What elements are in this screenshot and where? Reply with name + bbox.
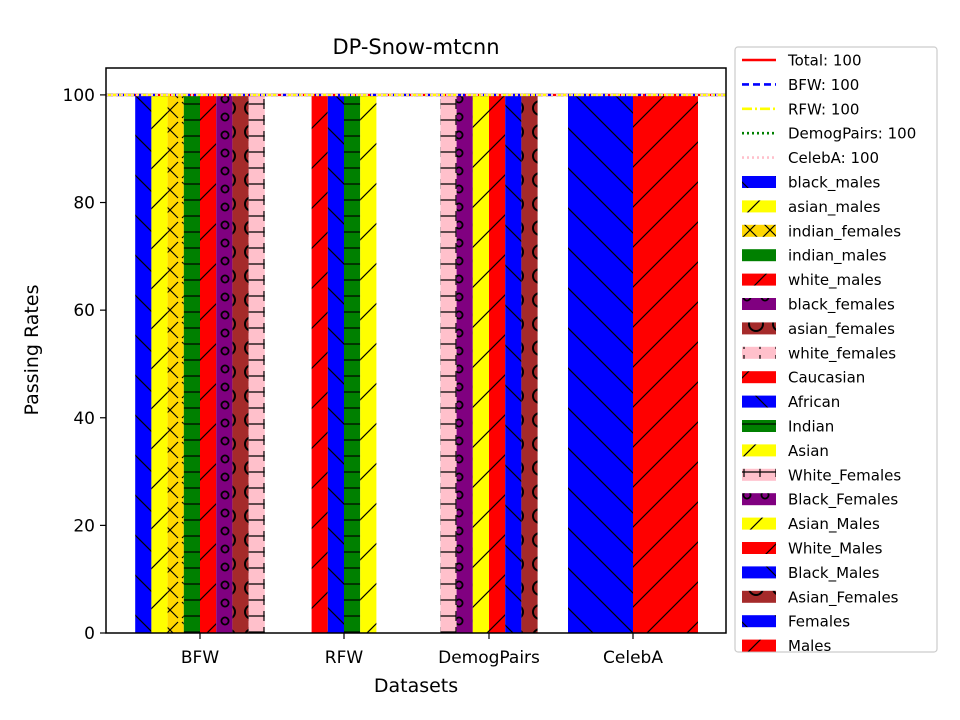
y-axis-label: Passing Rates: [21, 285, 43, 416]
bar-BFW-black_males: [135, 94, 152, 633]
bar-CelebA-Females: [568, 94, 633, 633]
y-tick-label: 80: [73, 194, 95, 214]
legend-label: Males: [788, 637, 832, 655]
legend-label: Total: 100: [787, 52, 861, 70]
legend-label: Females: [788, 613, 850, 631]
legend-label: indian_females: [788, 222, 901, 241]
legend-patch-swatch: [742, 371, 776, 384]
bar-DemogPairs-White_Females: [440, 94, 457, 633]
x-tick-label: CelebA: [603, 648, 663, 668]
chart-title: DP-Snow-mtcnn: [332, 35, 499, 59]
legend-label: BFW: 100: [788, 76, 859, 94]
legend-patch-swatch: [742, 395, 776, 408]
bar-RFW-African: [327, 94, 344, 633]
legend-patch-swatch: [742, 493, 776, 506]
legend-patch-swatch: [742, 224, 776, 237]
legend-patch-swatch: [742, 517, 776, 530]
legend-label: black_females: [788, 296, 895, 315]
bar-DemogPairs-Asian_Males: [472, 94, 489, 633]
bar-BFW-indian_females: [167, 94, 184, 633]
legend-label: Black_Females: [788, 491, 898, 510]
bar-RFW-Indian: [344, 94, 361, 633]
legend-label: asian_females: [788, 320, 895, 339]
legend-label: Indian: [788, 418, 834, 436]
y-tick-label: 100: [63, 86, 95, 106]
bar-RFW-Caucasian: [311, 94, 328, 633]
legend-patch-swatch: [742, 176, 776, 188]
legend-patch-swatch: [742, 298, 776, 310]
legend-label: indian_males: [788, 247, 887, 266]
legend-patch-swatch: [742, 322, 776, 335]
y-tick-label: 40: [73, 409, 95, 429]
x-tick-label: DemogPairs: [438, 648, 540, 668]
legend-patch-swatch: [742, 346, 776, 359]
legend-label: RFW: 100: [788, 100, 859, 118]
legend-patch-swatch: [742, 444, 776, 457]
bar-BFW-indian_males: [183, 94, 200, 633]
legend-label: Asian_Males: [788, 515, 880, 534]
legend: Total: 100 BFW: 100 RFW: 100 DemogPairs: 10…: [734, 46, 938, 655]
bar-DemogPairs-Asian_Females: [521, 94, 538, 633]
bar-BFW-white_females: [248, 94, 265, 633]
bar-RFW-Asian: [360, 94, 377, 633]
legend-label: African: [788, 393, 840, 411]
legend-label: Caucasian: [788, 369, 865, 387]
legend-patch-swatch: [742, 590, 776, 603]
legend-patch-swatch: [742, 615, 776, 628]
bar-DemogPairs-Black_Females: [456, 94, 473, 633]
legend-patch-swatch: [742, 542, 776, 554]
legend-label: black_males: [788, 174, 881, 193]
legend-label: Asian: [788, 442, 829, 460]
plot-frame: [105, 67, 727, 634]
legend-label: DemogPairs: 100: [788, 125, 916, 143]
bar-DemogPairs-White_Males: [489, 94, 506, 633]
x-axis-label: Datasets: [374, 675, 458, 697]
legend-label: white_males: [788, 271, 882, 290]
x-tick-label: BFW: [181, 648, 219, 668]
x-tick-label: RFW: [325, 648, 364, 668]
legend-label: White_Males: [788, 540, 883, 559]
x-axis-ticks: BFW RFW DemogPairs CelebA: [181, 633, 663, 668]
legend-patch-swatch: [742, 566, 776, 579]
legend-patch-swatch: [742, 420, 776, 432]
legend-label: White_Females: [788, 466, 901, 485]
legend-patch-swatch: [742, 273, 776, 286]
y-axis-ticks: 0 20 40 60 80 100: [63, 86, 106, 644]
bar-BFW-white_males: [200, 94, 217, 633]
legend-label: Black_Males: [788, 564, 880, 583]
bar-CelebA-Males: [633, 94, 698, 633]
legend-patch-swatch: [742, 468, 776, 481]
legend-label: CelebA: 100: [788, 149, 879, 167]
bar-BFW-asian_females: [232, 94, 249, 633]
legend-patch-swatch: [742, 639, 776, 652]
legend-patch-swatch: [742, 249, 776, 262]
legend-label: white_females: [788, 344, 896, 363]
bar-DemogPairs-Black_Males: [505, 94, 522, 633]
y-tick-label: 60: [73, 301, 95, 321]
legend-label: asian_males: [788, 198, 881, 217]
y-tick-label: 20: [73, 516, 95, 536]
bar-BFW-black_females: [216, 94, 233, 633]
legend-box: [734, 46, 938, 653]
legend-label: Asian_Females: [788, 588, 899, 607]
bar-BFW-asian_males: [151, 94, 168, 633]
bars-layer: [135, 94, 698, 633]
y-tick-label: 0: [84, 624, 95, 644]
legend-patch-swatch: [742, 200, 776, 213]
